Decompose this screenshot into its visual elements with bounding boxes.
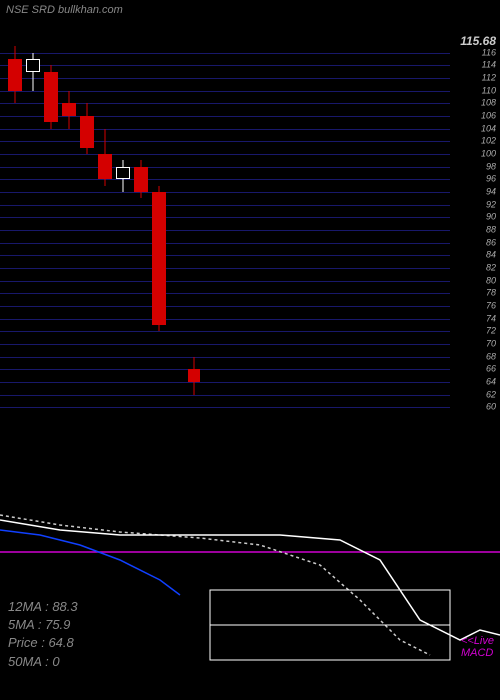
y-tick-label: 104 [481, 124, 496, 133]
y-tick-label: 100 [481, 150, 496, 159]
y-tick-label: 116 [482, 48, 496, 57]
y-tick-label: 102 [481, 137, 496, 146]
candle [116, 40, 130, 420]
y-tick-label: 92 [486, 200, 496, 209]
y-tick-label: 72 [486, 327, 496, 336]
y-tick-label: 98 [486, 162, 496, 171]
y-tick-label: 86 [486, 238, 496, 247]
ma-info-box: 12MA : 88.35MA : 75.9Price : 64.850MA : … [8, 598, 78, 671]
y-tick-label: 96 [486, 175, 496, 184]
candle [80, 40, 94, 420]
info-line: 50MA : 0 [8, 653, 78, 671]
last-price-label: 115.68 [460, 34, 496, 48]
y-tick-label: 114 [482, 61, 496, 70]
candle [152, 40, 166, 420]
macd-label: <<LiveMACD [461, 635, 494, 659]
y-axis: 116 114 112 110 108 106 104 102 100 98 96 94 92 90 88 8… [450, 40, 500, 420]
y-tick-label: 90 [486, 213, 496, 222]
chart-container: NSE SRD bullkhan.com 1161141121101081061… [0, 0, 500, 700]
candle [26, 40, 40, 420]
y-tick-label: 62 [486, 390, 496, 399]
candle [134, 40, 148, 420]
y-tick-label: 84 [486, 251, 496, 260]
y-tick-label: 112 [482, 74, 496, 83]
macd-arrow: <<Live [461, 635, 494, 647]
y-tick-label: 68 [486, 352, 496, 361]
info-line: Price : 64.8 [8, 634, 78, 652]
y-tick-label: 64 [486, 378, 496, 387]
y-tick-label: 66 [486, 365, 496, 374]
y-tick-label: 110 [482, 86, 496, 95]
candle [62, 40, 76, 420]
candle [44, 40, 58, 420]
y-tick-label: 78 [486, 289, 496, 298]
info-line: 5MA : 75.9 [8, 616, 78, 634]
y-tick-label: 82 [486, 264, 496, 273]
y-tick-label: 106 [481, 112, 496, 121]
chart-title: NSE SRD bullkhan.com [6, 4, 123, 16]
y-tick-label: 88 [486, 226, 496, 235]
macd-text: MACD [461, 647, 494, 659]
y-tick-label: 108 [481, 99, 496, 108]
y-tick-label: 70 [486, 340, 496, 349]
y-tick-label: 76 [486, 302, 496, 311]
candle [98, 40, 112, 420]
y-tick-label: 74 [486, 314, 496, 323]
y-tick-label: 60 [486, 403, 496, 412]
candle [188, 40, 200, 420]
y-tick-label: 94 [486, 188, 496, 197]
indicator-line [0, 530, 180, 595]
info-line: 12MA : 88.3 [8, 598, 78, 616]
candle [8, 40, 22, 420]
y-tick-label: 80 [486, 276, 496, 285]
price-chart [0, 40, 450, 420]
